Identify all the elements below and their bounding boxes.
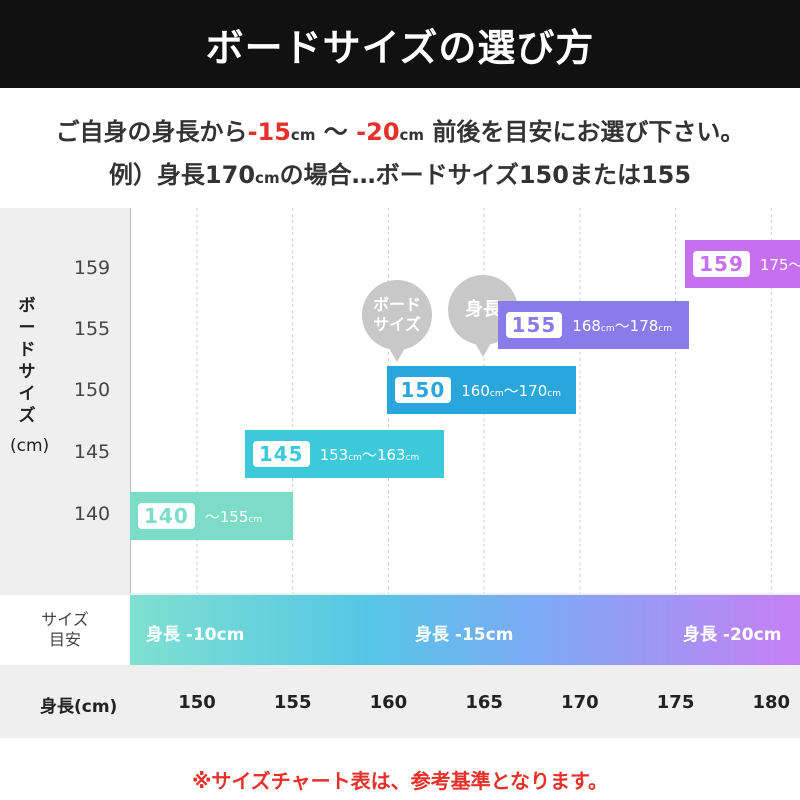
- height-range-label: 160cm〜170cm: [461, 381, 561, 400]
- y-axis-label: ボ ー ド サ イ ズ (cm): [10, 295, 50, 457]
- x-tick-label: 155: [273, 692, 312, 713]
- height-range-label: 153cm〜163cm: [319, 445, 420, 464]
- x-tick-label: 165: [465, 692, 503, 713]
- unit-label: cm: [399, 126, 425, 144]
- range-end: 170: [518, 381, 548, 400]
- size-guide-label: サイズ 目安: [0, 595, 130, 665]
- size-bar-155: 155 168cm〜178cm: [497, 301, 689, 349]
- y-axis-label-char: イ: [18, 384, 36, 404]
- instruction-line-1: ご自身の身長から-15cm 〜 -20cm 前後を目安にお選び下さい。: [0, 112, 800, 147]
- unit-label: cm: [290, 126, 316, 144]
- x-tick-label: 180: [752, 692, 791, 713]
- range-end: 163: [376, 445, 406, 464]
- y-axis-unit: (cm): [10, 436, 50, 456]
- y-tick-label: 155: [73, 318, 111, 340]
- y-axis-label-char: ズ: [18, 406, 36, 426]
- bubble-text: 身長: [465, 299, 501, 320]
- unit-label: cm: [489, 388, 504, 399]
- x-tick-label: 175: [656, 692, 695, 713]
- range-text: 175〜: [759, 255, 800, 274]
- bubble-tail: [389, 348, 405, 362]
- height-range-label: 〜155cm: [205, 506, 262, 527]
- size-bar-145: 145 153cm〜163cm: [244, 430, 444, 478]
- range-min-value: -15: [247, 118, 291, 146]
- unit-label: cm: [658, 323, 673, 334]
- guide-label-line: サイズ: [41, 610, 89, 629]
- x-tick-label: 160: [369, 692, 408, 713]
- x-tick-label: 170: [561, 692, 599, 713]
- board-size-label: 140: [138, 503, 195, 529]
- y-axis-label-char: ボ: [18, 296, 36, 316]
- y-tick-label: 159: [73, 257, 111, 279]
- bubble-text: サイズ: [373, 315, 421, 334]
- unit-label: cm: [405, 452, 420, 463]
- unit-label: cm: [547, 388, 561, 399]
- example-text: 例）身長170: [108, 161, 256, 189]
- tilde: 〜: [315, 118, 357, 146]
- unit-label: cm: [248, 514, 263, 525]
- guide-minus-20: 身長 -20cm: [683, 625, 782, 645]
- unit-label: cm: [255, 169, 280, 187]
- instruction-text: ご自身の身長から: [55, 118, 248, 146]
- instruction-text: 前後を目安にお選び下さい。: [424, 118, 745, 146]
- example-text: の場合…ボードサイズ150または155: [279, 161, 692, 189]
- y-tick-label: 150: [73, 379, 111, 401]
- instruction-line-2: 例）身長170cmの場合…ボードサイズ150または155: [0, 155, 800, 190]
- board-size-label: 145: [252, 441, 310, 467]
- size-bar-159: 159 175〜cm: [685, 240, 800, 288]
- bubble-text: ボード: [372, 295, 421, 314]
- board-size-label: 150: [394, 377, 452, 403]
- range-text: 〜155: [204, 507, 249, 526]
- bubble-tail: [475, 343, 491, 357]
- board-size-label: 159: [693, 251, 750, 277]
- size-bar-150: 150 160cm〜170cm: [386, 366, 576, 414]
- x-axis-label: 身長(cm): [40, 697, 118, 717]
- unit-label: cm: [600, 323, 615, 334]
- y-axis-label-char: サ: [18, 362, 36, 382]
- range-start: 160: [461, 381, 490, 400]
- y-axis-label-char: ド: [18, 340, 36, 360]
- unit-label: cm: [348, 452, 362, 463]
- y-tick-label: 140: [73, 503, 111, 525]
- x-tick-label: 150: [178, 692, 216, 713]
- range-max-value: -20: [356, 118, 400, 146]
- height-range-label: 175〜cm: [760, 254, 800, 275]
- range-start: 168: [572, 316, 601, 335]
- guide-label-line: 目安: [48, 630, 81, 649]
- y-tick-label: 145: [73, 441, 111, 463]
- size-guide-gradient-bar: [130, 595, 800, 665]
- size-bar-140: 140 〜155cm: [130, 492, 293, 540]
- page-title: ボードサイズの選び方: [0, 0, 800, 88]
- guide-minus-15: 身長 -15cm: [415, 625, 514, 645]
- range-start: 153: [319, 445, 349, 464]
- guide-minus-10: 身長 -10cm: [146, 625, 245, 645]
- range-end: 178: [629, 316, 659, 335]
- footnote: ※サイズチャート表は、参考基準となります。: [191, 769, 609, 793]
- height-range-label: 168cm〜178cm: [572, 316, 673, 335]
- y-axis-label-char: ー: [18, 318, 36, 338]
- board-size-bubble: ボード サイズ: [362, 280, 432, 362]
- board-size-label: 155: [505, 312, 563, 338]
